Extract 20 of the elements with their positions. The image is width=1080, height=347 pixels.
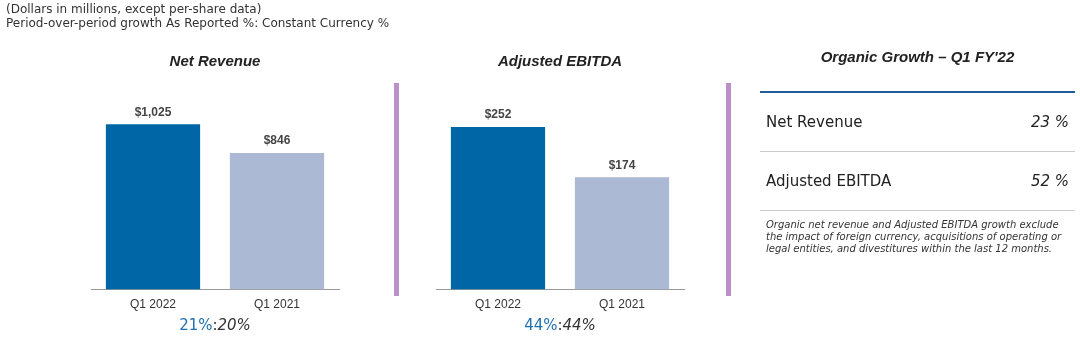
x-tick-label: Q1 2022	[474, 297, 522, 312]
text: (Dollars in millions, except per-share data)	[6, 2, 263, 16]
text: 52 %	[1030, 172, 1069, 190]
text: Organic Growth – Q1 FY'22	[819, 48, 1016, 67]
chart-title: Net Revenue	[168, 52, 262, 71]
x-tick-label: Q1 2021	[253, 297, 301, 312]
category-label: Adjusted EBITDA	[766, 172, 892, 190]
text: 23 %	[1030, 113, 1069, 131]
data-label: $174	[608, 157, 636, 172]
text: Period-over-period growth As Reported %: Constant Currency %	[6, 16, 390, 30]
x-tick-label: Q1 2022	[129, 297, 177, 312]
text: 21%:20%	[178, 316, 252, 334]
category-label: Net Revenue	[766, 113, 863, 131]
data-label: $846	[263, 133, 291, 148]
chart-title: Adjusted EBITDA	[496, 52, 624, 71]
text: 44%:44%	[523, 316, 597, 334]
data-label: $252	[484, 107, 512, 122]
text: Organic net revenue and Adjusted EBITDA growth exclude the impact of foreign currency, acquisitions of operating or legal entities, and divestitures within the last 12 months.	[765, 218, 1063, 255]
x-tick-label: Q1 2021	[598, 297, 646, 312]
data-label: $1,025	[134, 104, 172, 119]
